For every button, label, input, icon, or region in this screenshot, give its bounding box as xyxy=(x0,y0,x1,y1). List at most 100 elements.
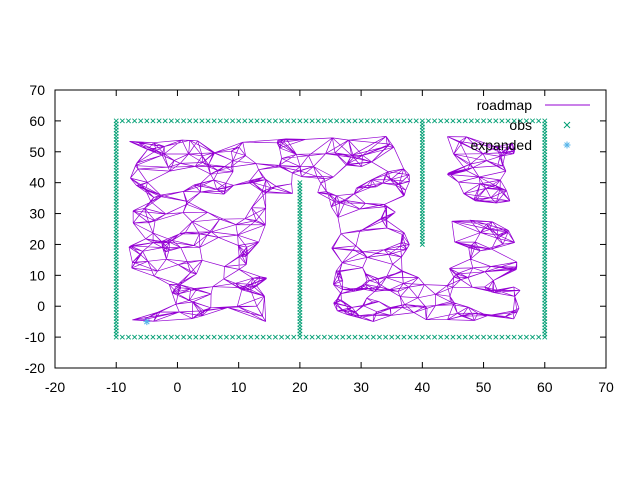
obs-point xyxy=(156,118,162,124)
obs-point xyxy=(493,334,499,340)
obs-series xyxy=(113,118,548,340)
obs-point xyxy=(321,118,327,124)
obs-point xyxy=(456,334,462,340)
obs-point xyxy=(425,118,431,124)
obs-point xyxy=(450,118,456,124)
obs-point xyxy=(309,118,315,124)
obs-point xyxy=(187,118,193,124)
obs-point xyxy=(432,118,438,124)
obs-point xyxy=(334,334,340,340)
obs-point xyxy=(303,118,309,124)
obs-point xyxy=(376,118,382,124)
obs-point xyxy=(168,118,174,124)
obs-point xyxy=(401,118,407,124)
obs-point xyxy=(242,118,248,124)
obs-point xyxy=(395,118,401,124)
obs-point xyxy=(499,334,505,340)
x-tick-label: -10 xyxy=(106,379,126,395)
y-tick-label: 70 xyxy=(29,82,45,98)
obs-point xyxy=(254,334,260,340)
obs-point xyxy=(383,334,389,340)
obs-point xyxy=(119,334,125,340)
x-tick-label: 70 xyxy=(598,379,614,395)
obs-point xyxy=(113,121,119,127)
obs-point xyxy=(511,118,517,124)
obs-point xyxy=(260,118,266,124)
ticks: -20 -10 0 10 20 30 40 50 60 70 -20 -10 0 10 20 30 40 50 60… xyxy=(25,82,614,395)
obs-point xyxy=(542,121,548,127)
obs-point xyxy=(444,118,450,124)
obs-point xyxy=(144,334,150,340)
x-tick-label: 60 xyxy=(537,379,553,395)
obs-point xyxy=(125,334,131,340)
obs-point xyxy=(162,334,168,340)
obs-point xyxy=(309,334,315,340)
obs-point xyxy=(150,334,156,340)
obs-point xyxy=(266,118,272,124)
obs-point xyxy=(468,334,474,340)
y-tick-label: -10 xyxy=(25,329,45,345)
obs-point xyxy=(340,118,346,124)
obs-point xyxy=(340,334,346,340)
obs-point xyxy=(205,334,211,340)
obs-point xyxy=(223,334,229,340)
obs-point xyxy=(511,334,517,340)
obs-point xyxy=(487,118,493,124)
obs-point xyxy=(272,334,278,340)
obs-point xyxy=(156,334,162,340)
obs-point xyxy=(481,118,487,124)
obs-point xyxy=(407,118,413,124)
obs-point xyxy=(523,334,529,340)
x-tick-label: 10 xyxy=(231,379,247,395)
y-tick-label: 40 xyxy=(29,175,45,191)
y-tick-label: 10 xyxy=(29,267,45,283)
obs-point xyxy=(407,334,413,340)
y-tick-label: 0 xyxy=(37,298,45,314)
obs-point xyxy=(327,118,334,124)
obs-point xyxy=(370,334,376,340)
y-tick-label: 20 xyxy=(29,236,45,252)
obs-point xyxy=(425,334,431,340)
obs-point xyxy=(536,118,542,124)
y-tick-label: 50 xyxy=(29,144,45,160)
obs-point xyxy=(223,118,229,124)
x-tick-label: 40 xyxy=(415,379,431,395)
obs-point xyxy=(230,118,236,124)
legend-swatch-obs xyxy=(563,121,571,129)
legend-swatch-expanded xyxy=(563,141,571,149)
legend-label-expanded: expanded xyxy=(470,137,532,153)
obs-point xyxy=(119,118,125,124)
obs-point xyxy=(432,334,438,340)
obs-point xyxy=(303,334,309,340)
obs-point xyxy=(205,118,211,124)
obs-point xyxy=(150,118,156,124)
obs-point xyxy=(474,118,480,124)
roadmap-edges xyxy=(128,136,521,322)
obs-point xyxy=(456,118,462,124)
obs-point xyxy=(291,334,297,340)
obs-point xyxy=(138,118,144,124)
obs-point xyxy=(125,118,131,124)
obs-point xyxy=(413,118,419,124)
obs-point xyxy=(279,334,285,340)
obs-point xyxy=(132,334,138,340)
obs-point xyxy=(297,180,303,186)
obs-point xyxy=(174,118,180,124)
obs-point xyxy=(254,118,260,124)
obs-point xyxy=(321,334,327,340)
obs-point xyxy=(438,334,444,340)
x-tick-label: 0 xyxy=(174,379,182,395)
y-tick-label: 60 xyxy=(29,113,45,129)
obs-point xyxy=(199,118,205,124)
obs-point xyxy=(474,334,480,340)
obs-point xyxy=(242,334,248,340)
obs-point xyxy=(315,334,321,340)
obs-point xyxy=(389,334,395,340)
obs-point xyxy=(468,118,474,124)
obs-point xyxy=(181,334,187,340)
obs-point xyxy=(199,334,205,340)
obs-point xyxy=(530,118,536,124)
obs-point xyxy=(266,334,272,340)
obs-point xyxy=(383,118,389,124)
obs-point xyxy=(487,334,493,340)
